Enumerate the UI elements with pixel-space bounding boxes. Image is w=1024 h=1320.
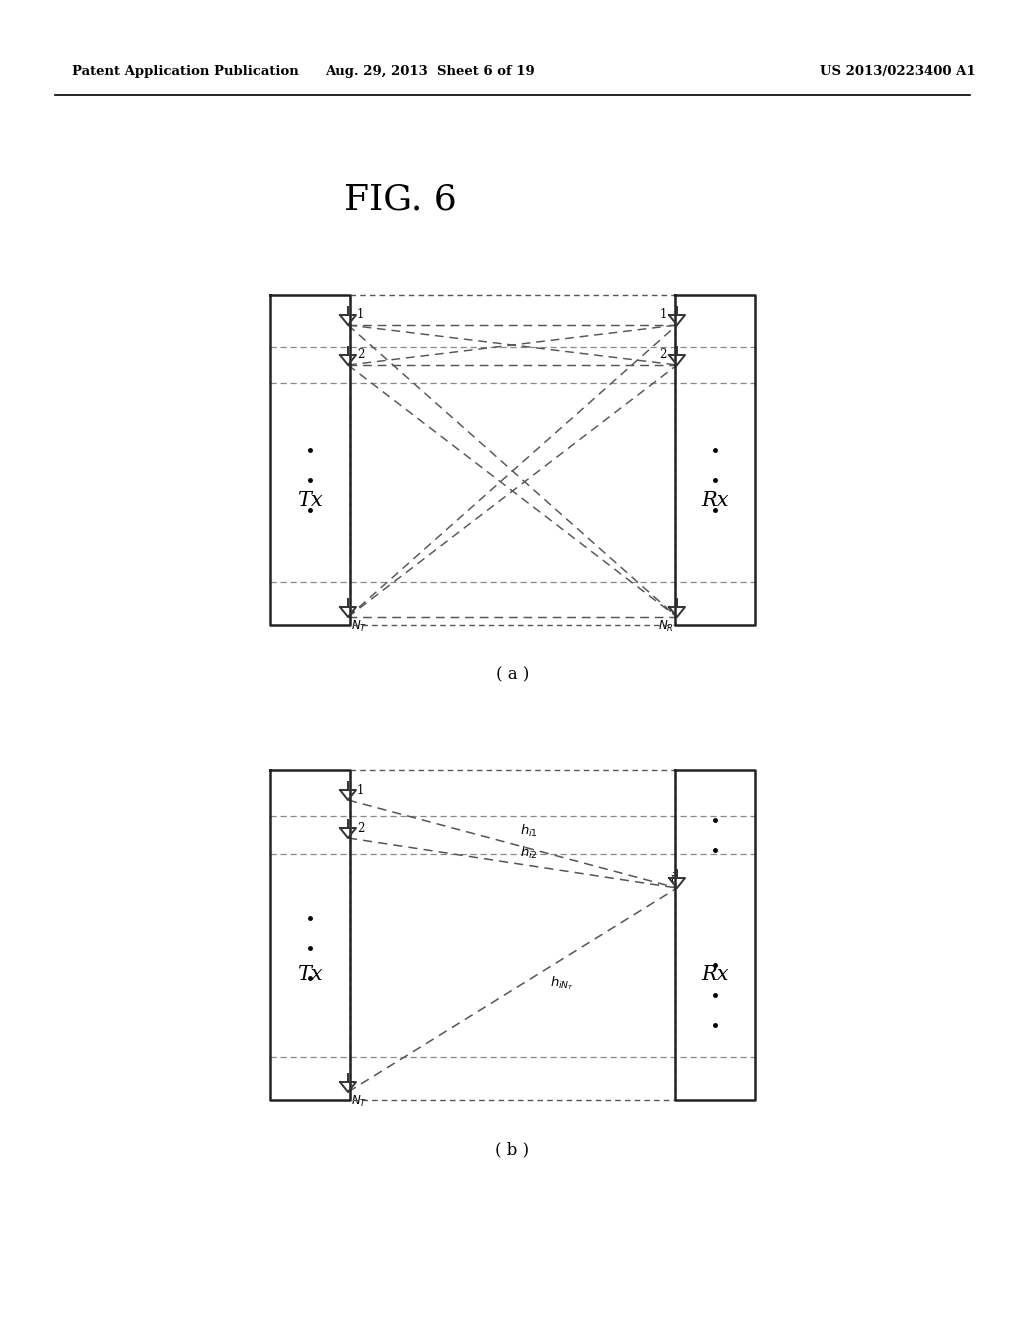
Text: Aug. 29, 2013  Sheet 6 of 19: Aug. 29, 2013 Sheet 6 of 19 xyxy=(326,66,535,78)
Text: Patent Application Publication: Patent Application Publication xyxy=(72,66,299,78)
Text: ( b ): ( b ) xyxy=(496,1142,529,1159)
Text: 1: 1 xyxy=(357,784,365,796)
Text: FIG. 6: FIG. 6 xyxy=(344,183,457,216)
Text: 1: 1 xyxy=(659,309,667,322)
Text: 2: 2 xyxy=(357,821,365,834)
Text: 2: 2 xyxy=(659,348,667,362)
Text: $N_R$: $N_R$ xyxy=(658,619,674,634)
Text: US 2013/0223400 A1: US 2013/0223400 A1 xyxy=(820,66,976,78)
Text: $h_{i1}$: $h_{i1}$ xyxy=(520,822,539,840)
Text: Rx: Rx xyxy=(701,965,729,985)
Text: $h_{iN_T}$: $h_{iN_T}$ xyxy=(551,974,574,993)
Text: Rx: Rx xyxy=(701,491,729,510)
Text: 1: 1 xyxy=(357,309,365,322)
Text: ( a ): ( a ) xyxy=(496,667,529,684)
Text: i: i xyxy=(671,871,674,884)
Text: Tx: Tx xyxy=(297,491,323,510)
Text: Tx: Tx xyxy=(297,965,323,985)
Text: 2: 2 xyxy=(357,348,365,362)
Text: $N_T$: $N_T$ xyxy=(351,619,368,634)
Text: $h_{i2}$: $h_{i2}$ xyxy=(520,845,539,861)
Text: $N_T$: $N_T$ xyxy=(351,1094,368,1109)
